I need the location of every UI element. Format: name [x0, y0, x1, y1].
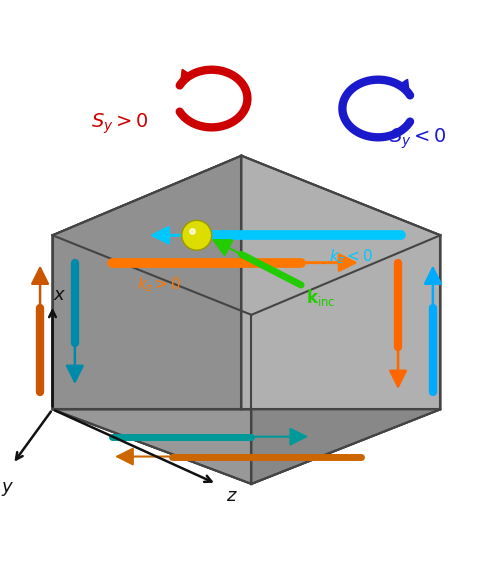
Text: $k_z > 0$: $k_z > 0$ — [137, 275, 182, 294]
Text: $\mathit{S}_y > 0$: $\mathit{S}_y > 0$ — [90, 111, 148, 136]
Text: $\mathit{z}$: $\mathit{z}$ — [226, 487, 237, 506]
Polygon shape — [242, 156, 440, 409]
Polygon shape — [52, 409, 440, 484]
Text: $\mathit{S}_y < 0$: $\mathit{S}_y < 0$ — [389, 126, 447, 150]
Circle shape — [186, 225, 207, 246]
Circle shape — [190, 229, 202, 241]
Polygon shape — [52, 156, 242, 409]
Text: $\mathit{x}$: $\mathit{x}$ — [54, 286, 66, 304]
Polygon shape — [252, 235, 440, 484]
Text: $k_z < 0$: $k_z < 0$ — [328, 248, 373, 266]
Text: $\mathbf{k}_{\mathrm{inc}}$: $\mathbf{k}_{\mathrm{inc}}$ — [306, 287, 336, 308]
Polygon shape — [52, 235, 252, 484]
Polygon shape — [52, 156, 440, 315]
Circle shape — [182, 221, 212, 250]
Text: $\mathit{y}$: $\mathit{y}$ — [1, 480, 15, 498]
